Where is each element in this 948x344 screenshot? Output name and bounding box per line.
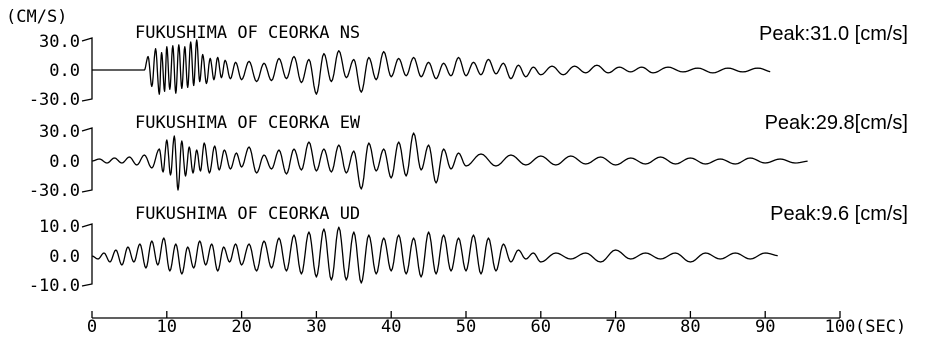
x-tick-label: 50 (456, 317, 476, 337)
waveform-trace (92, 39, 771, 95)
x-axis: 0 10 20 30 40 50 60 70 80 90 100 (SEC) (87, 311, 906, 337)
peak-label: Peak:29.8[cm/s] (765, 112, 908, 134)
waveform-trace (91, 132, 808, 191)
x-tick-label: 60 (531, 317, 551, 337)
waveform-trace (91, 226, 778, 284)
y-axis-bracket (81, 127, 93, 193)
panel-ew: FUKUSHIMA OF CEORKA EW Peak:29.8[cm/s] 3… (29, 112, 908, 201)
y-tick-label: -30.0 (29, 90, 80, 110)
y-axis-bracket (81, 223, 93, 287)
peak-label: Peak:9.6 [cm/s] (770, 203, 908, 225)
panel-title: FUKUSHIMA OF CEORKA NS (135, 23, 360, 43)
x-unit-label: (SEC) (855, 317, 906, 337)
y-tick-label: 10.0 (39, 217, 80, 237)
x-tick-label: 0 (87, 317, 97, 337)
panel-ud: FUKUSHIMA OF CEORKA UD Peak:9.6 [cm/s] 1… (29, 203, 908, 296)
y-axis-bracket (81, 37, 93, 102)
panel-title: FUKUSHIMA OF CEORKA EW (135, 113, 361, 133)
y-tick-label: 0.0 (49, 152, 80, 172)
x-tick-label: 10 (157, 317, 177, 337)
x-tick-label: 100 (825, 317, 856, 337)
x-tick-label: 30 (306, 317, 326, 337)
y-tick-label: -10.0 (29, 276, 80, 296)
x-tick-label: 40 (381, 317, 401, 337)
panel-ns: FUKUSHIMA OF CEORKA NS Peak:31.0 [cm/s] … (29, 23, 908, 110)
x-tick-label: 20 (231, 317, 251, 337)
y-tick-label: 0.0 (49, 61, 80, 81)
y-tick-label: 30.0 (39, 122, 80, 142)
y-tick-label: 30.0 (39, 32, 80, 52)
x-tick-label: 70 (605, 317, 625, 337)
y-unit-label: (CM/S) (6, 7, 67, 27)
y-tick-label: 0.0 (49, 247, 80, 267)
x-tick-label: 90 (755, 317, 775, 337)
y-tick-label: -30.0 (29, 181, 80, 201)
panel-title: FUKUSHIMA OF CEORKA UD (135, 204, 360, 224)
peak-label: Peak:31.0 [cm/s] (759, 23, 908, 45)
x-ticks: 0 10 20 30 40 50 60 70 80 90 100 (87, 311, 855, 337)
x-tick-label: 80 (680, 317, 700, 337)
